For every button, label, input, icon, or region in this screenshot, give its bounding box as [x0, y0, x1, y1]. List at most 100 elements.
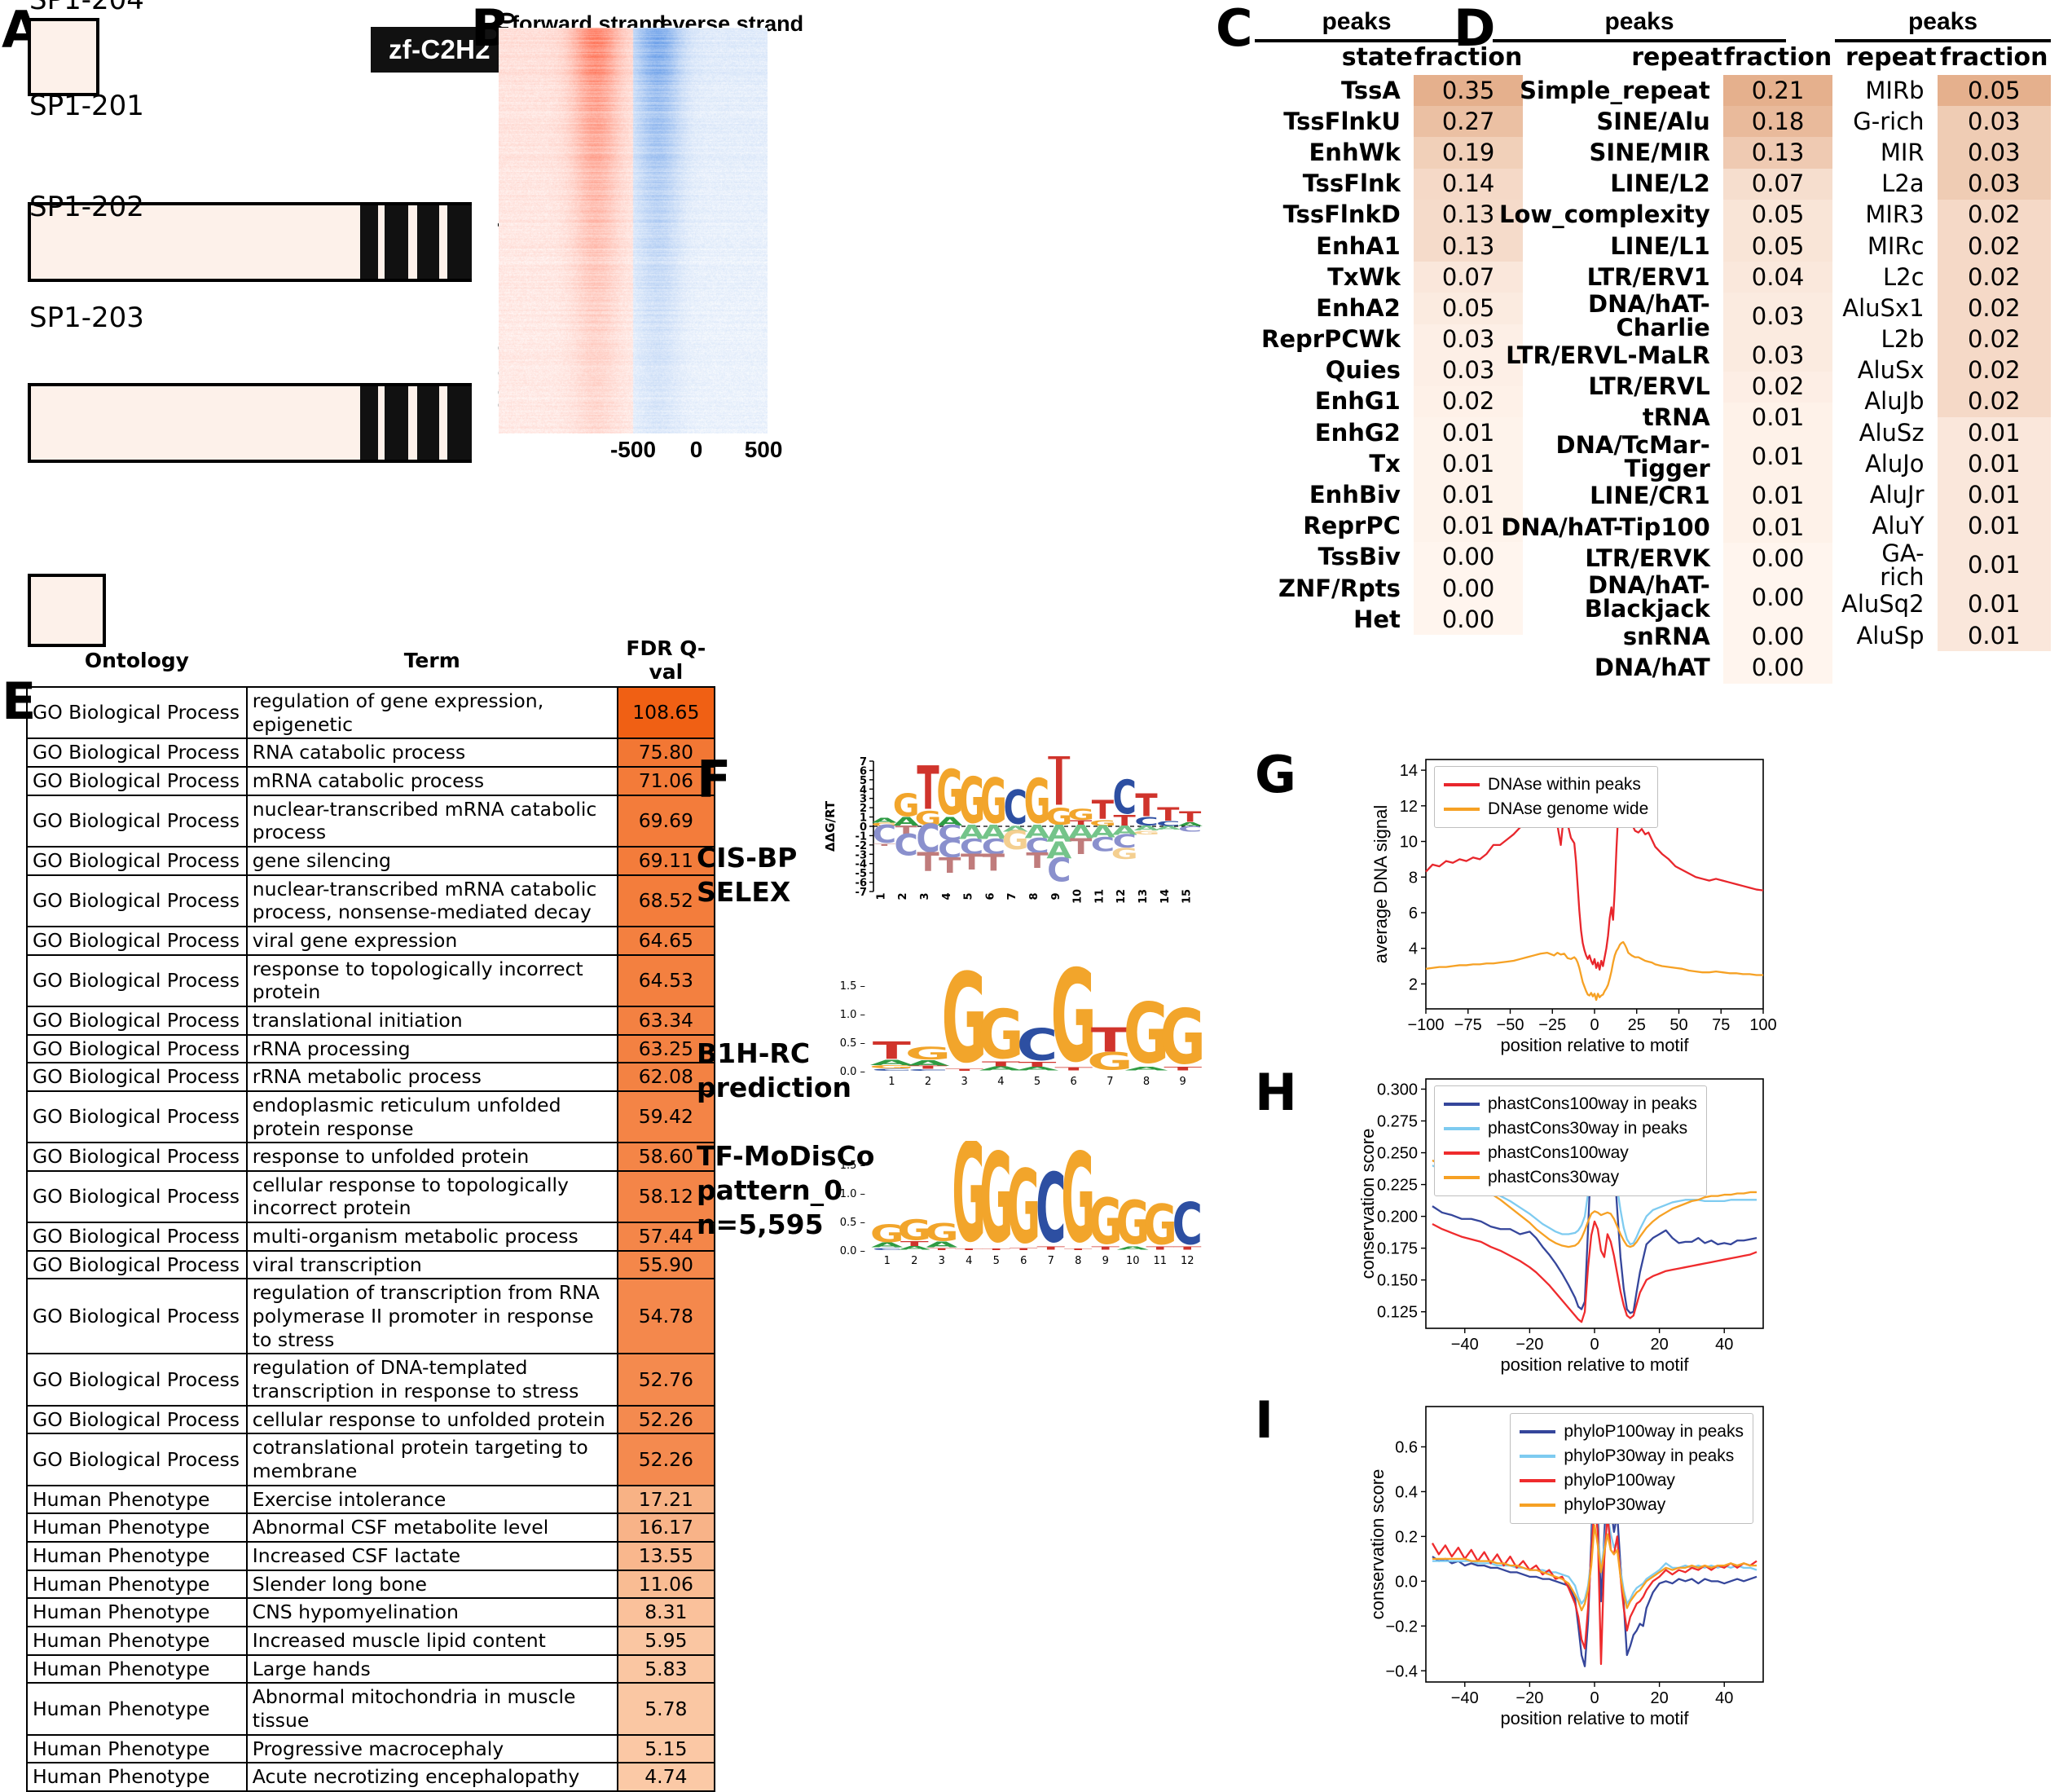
- row-ontology: GO Biological Process: [26, 874, 248, 927]
- row-fdr-qval: 52.26: [616, 1404, 716, 1435]
- svg-text:0.2: 0.2: [1395, 1528, 1418, 1546]
- svg-text:−100: −100: [1407, 1016, 1444, 1034]
- svg-text:11: 11: [1153, 1255, 1167, 1267]
- row-fdr-qval: 5.15: [616, 1733, 716, 1764]
- svg-text:12: 12: [1400, 798, 1418, 816]
- table-row: GO Biological Process response to topolog…: [26, 953, 716, 1007]
- svg-text:T: T: [1092, 795, 1115, 826]
- table-row: AluSp 0.01: [1835, 620, 2051, 652]
- table-row: Human Phenotype Abnormal CSF metabolite l…: [26, 1512, 716, 1543]
- svg-text:T: T: [1114, 812, 1136, 829]
- isoform-label: SP1-203: [29, 302, 144, 334]
- svg-text:T: T: [982, 1060, 1021, 1068]
- row-ontology: GO Biological Process: [26, 1169, 248, 1224]
- table-row: TssFlnk 0.14: [1255, 168, 1524, 200]
- svg-text:T: T: [939, 853, 961, 878]
- row-label: snRNA: [1622, 623, 1710, 651]
- svg-text:G: G: [1002, 825, 1029, 856]
- svg-text:0.5 –: 0.5 –: [840, 1037, 865, 1050]
- row-fraction: 0.35: [1413, 75, 1524, 107]
- svg-text:A: A: [1046, 838, 1071, 865]
- table-row: GO Biological Process RNA catabolic proce…: [26, 737, 716, 768]
- svg-text:1: 1: [875, 892, 887, 900]
- row-fraction: 0.01: [1722, 433, 1833, 481]
- svg-text:A: A: [1090, 821, 1115, 842]
- svg-text:T: T: [1070, 819, 1093, 828]
- table-row: AluSz 0.01: [1835, 417, 2051, 449]
- row-term: Progressive macrocephaly: [245, 1733, 618, 1764]
- svg-text:A: A: [926, 1240, 958, 1249]
- svg-text:T: T: [1036, 1246, 1065, 1251]
- row-term: response to unfolded protein: [245, 1142, 618, 1172]
- svg-text:T: T: [917, 847, 939, 878]
- row-fraction: 0.02: [1937, 199, 2051, 231]
- row-fdr-qval: 75.80: [616, 737, 716, 768]
- series-line: [1432, 1524, 1757, 1612]
- svg-text:T: T: [1091, 1021, 1129, 1060]
- svg-text:T: T: [917, 756, 939, 823]
- row-fraction: 0.05: [1413, 293, 1524, 324]
- isoform-label: SP1-201: [29, 90, 144, 122]
- svg-text:G: G: [1045, 804, 1072, 831]
- table-row: Human Phenotype Abnormal mitochondria in …: [26, 1682, 716, 1736]
- table-row: MIRb 0.05: [1835, 75, 2051, 107]
- svg-text:7: 7: [1006, 892, 1018, 900]
- row-fdr-qval: 62.08: [616, 1062, 716, 1092]
- svg-text:0.5 –: 0.5 –: [840, 1217, 865, 1229]
- svg-text:-1: -1: [856, 830, 867, 843]
- row-fraction: 0.00: [1413, 573, 1524, 605]
- row-fdr-qval: 5.95: [616, 1625, 716, 1656]
- svg-text:T: T: [1048, 756, 1070, 824]
- row-fraction: 0.01: [1722, 480, 1833, 513]
- svg-text:G: G: [941, 962, 987, 1090]
- svg-text:T: T: [1135, 788, 1158, 824]
- row-fdr-qval: 17.21: [616, 1484, 716, 1515]
- row-ontology: GO Biological Process: [26, 765, 248, 796]
- svg-text:C: C: [1134, 815, 1158, 829]
- svg-text:0: 0: [1590, 1336, 1599, 1354]
- table-caption-peaks: peaks: [1835, 8, 2051, 42]
- row-ontology: Human Phenotype: [26, 1653, 248, 1684]
- svg-text:7: 7: [1106, 1076, 1113, 1088]
- table-row: LINE/CR1 0.01: [1493, 480, 1833, 513]
- row-label: G-rich: [1853, 107, 1925, 135]
- svg-text:12: 12: [1181, 1255, 1194, 1267]
- svg-text:C: C: [895, 828, 918, 863]
- svg-text:A: A: [1134, 825, 1160, 832]
- svg-text:C: C: [1091, 833, 1115, 856]
- svg-text:G: G: [1067, 806, 1094, 824]
- svg-text:−75: −75: [1454, 1016, 1482, 1034]
- legend-item: DNAse genome wide: [1444, 797, 1648, 821]
- row-fdr-qval: 5.83: [616, 1653, 716, 1684]
- row-ontology: GO Biological Process: [26, 737, 248, 768]
- legend-swatch: [1444, 1127, 1480, 1130]
- row-label: ReprPC: [1303, 512, 1401, 540]
- legend-swatch: [1444, 783, 1480, 786]
- table-row: TssBiv 0.00: [1255, 541, 1524, 573]
- isoform-label: SP1-202: [29, 191, 144, 223]
- row-label: ReprPCWk: [1261, 325, 1401, 354]
- legend-swatch: [1520, 1455, 1556, 1458]
- svg-text:−0.4: −0.4: [1386, 1662, 1418, 1680]
- row-fraction: 0.03: [1937, 106, 2051, 138]
- svg-text:G: G: [897, 1214, 931, 1247]
- svg-text:T: T: [1018, 1060, 1058, 1068]
- table-header-row: state fraction: [1255, 42, 1523, 75]
- row-term: cellular response to unfolded protein: [245, 1404, 618, 1435]
- table-row: GA-rich 0.01: [1835, 541, 2051, 589]
- header-fraction: fraction: [1723, 43, 1832, 72]
- svg-text:G: G: [870, 1220, 904, 1248]
- svg-text:G: G: [958, 764, 985, 839]
- row-label: tRNA: [1642, 403, 1710, 432]
- svg-text:25: 25: [1628, 1016, 1646, 1034]
- row-label: EnhG1: [1314, 387, 1401, 416]
- row-term: viral gene expression: [245, 925, 618, 956]
- row-ontology: GO Biological Process: [26, 1278, 248, 1355]
- svg-text:−0.2: −0.2: [1386, 1618, 1418, 1636]
- heatmap-x-tick: 0: [689, 437, 703, 462]
- row-term: response to topologically incorrect prot…: [245, 953, 618, 1007]
- svg-text:G: G: [925, 1219, 959, 1247]
- row-fraction: 0.01: [1937, 417, 2051, 449]
- row-fraction: 0.18: [1722, 106, 1833, 138]
- row-fdr-qval: 59.42: [616, 1090, 716, 1144]
